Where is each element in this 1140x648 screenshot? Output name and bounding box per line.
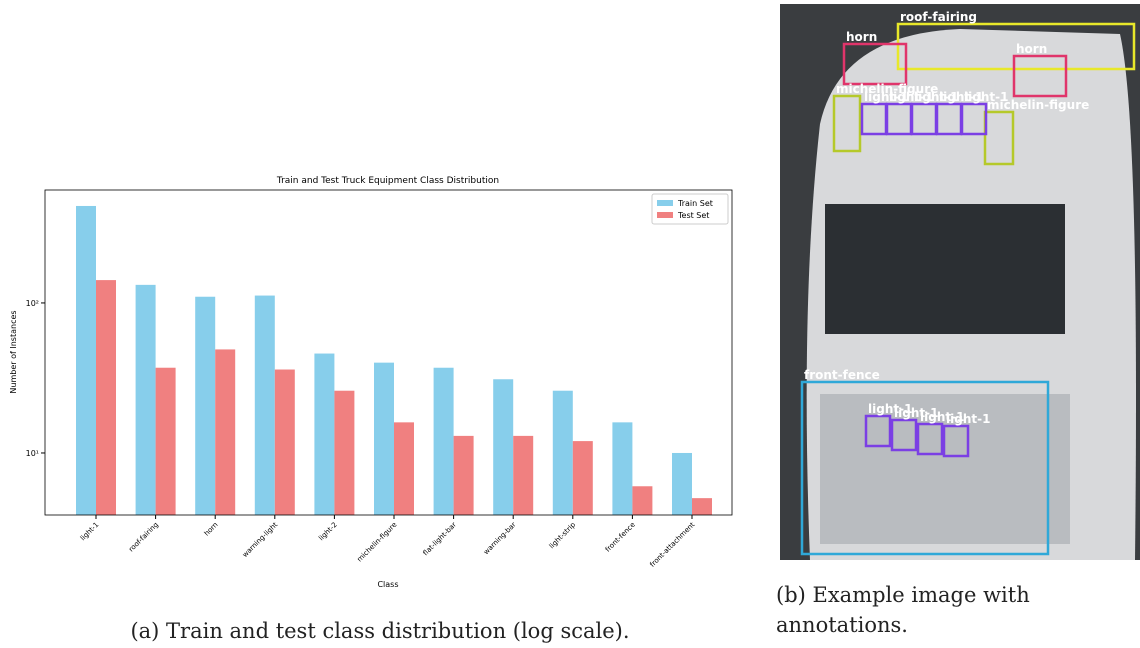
bar: [96, 280, 116, 515]
bar: [553, 391, 573, 515]
x-tick-label: front-attachment: [648, 521, 696, 569]
bar: [434, 368, 454, 515]
x-tick-label: flat-light-bar: [422, 521, 459, 558]
figure: Train and Test Truck Equipment Class Dis…: [0, 0, 1140, 648]
x-tick-label: horn: [203, 521, 220, 538]
bar: [454, 436, 474, 515]
bar: [632, 486, 652, 515]
caption-a: (a) Train and test class distribution (l…: [70, 616, 690, 646]
x-tick-label: warning-bar: [482, 521, 518, 557]
bar: [374, 363, 394, 515]
x-tick-label: roof-fairing: [127, 521, 160, 554]
annotation-label: horn: [1016, 42, 1047, 56]
bar: [394, 422, 414, 515]
annotation-label: horn: [846, 30, 877, 44]
bar: [692, 498, 712, 515]
y-tick-label: 10¹: [26, 449, 39, 458]
x-tick-label: light-1: [79, 521, 101, 543]
x-tick-label: light-2: [317, 521, 339, 543]
bar: [156, 368, 176, 515]
bar: [612, 422, 632, 515]
legend-label: Test Set: [677, 211, 709, 220]
bar: [275, 370, 295, 515]
chart: Train and Test Truck Equipment Class Dis…: [0, 0, 745, 600]
x-tick-label: warning-light: [241, 521, 279, 559]
bar: [672, 453, 692, 515]
bar: [215, 349, 235, 515]
annotation-label: front-fence: [804, 368, 880, 382]
x-axis-label: Class: [377, 580, 398, 589]
legend-swatch: [657, 212, 673, 218]
bar: [334, 391, 354, 515]
annotation-label: light-1: [946, 412, 990, 426]
annotation-label: roof-fairing: [900, 10, 977, 24]
legend-swatch: [657, 200, 673, 206]
bar: [513, 436, 533, 515]
bar: [195, 297, 215, 515]
annotation-label: light-1: [964, 90, 1008, 104]
bar: [255, 296, 275, 515]
bar: [493, 379, 513, 515]
bar: [76, 206, 96, 515]
x-tick-label: front-fence: [604, 521, 637, 554]
caption-b: (b) Example image with annotations.: [776, 580, 1138, 640]
y-tick-label: 10²: [26, 299, 39, 308]
bar: [573, 441, 593, 515]
windshield: [825, 204, 1065, 334]
example-image: roof-fairinghornhornmichelin-figuremiche…: [780, 4, 1140, 560]
y-axis-label: Number of Instances: [9, 310, 18, 393]
x-tick-label: light-strip: [548, 520, 578, 550]
bar: [314, 354, 334, 515]
x-tick-label: michelin-figure: [356, 521, 399, 564]
chart-title: Train and Test Truck Equipment Class Dis…: [276, 176, 499, 186]
bar: [136, 285, 156, 515]
legend-label: Train Set: [677, 199, 713, 208]
